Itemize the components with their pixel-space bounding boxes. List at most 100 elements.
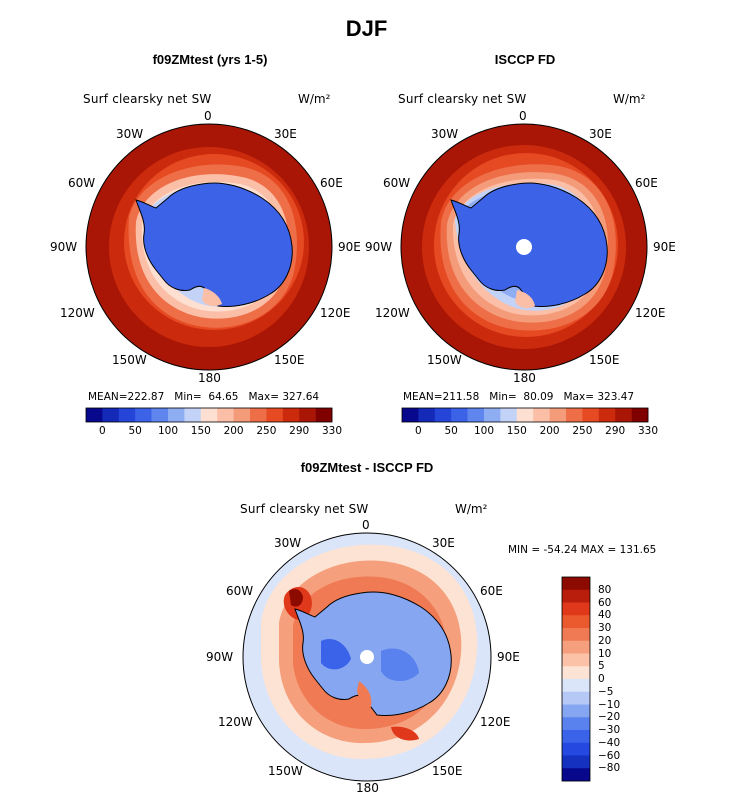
colorbar-level-label: 60: [598, 596, 612, 609]
map-border: [400, 123, 648, 371]
map-border: [85, 123, 333, 371]
lon-label-90e: 90E: [653, 240, 676, 254]
lon-label-150w: 150W: [427, 353, 462, 367]
lon-label-90e: 90E: [497, 650, 520, 664]
colorbar-level-label: 20: [598, 634, 612, 647]
colorbar-level-label: −10: [598, 698, 621, 711]
lon-label-0: 0: [362, 518, 370, 532]
colorbar-swatch: [151, 408, 169, 422]
colorbar-swatch: [582, 408, 600, 422]
colorbar-swatch: [184, 408, 202, 422]
colorbar-level-label: 30: [598, 622, 612, 634]
colorbar-tick-label: 0: [99, 425, 106, 437]
colorbar-level-label: −20: [598, 711, 621, 724]
lon-label-180: 180: [198, 371, 221, 385]
colorbar-obs: [401, 407, 649, 423]
colorbar-tick-label: 250: [256, 425, 277, 437]
lon-label-90w: 90W: [365, 240, 393, 254]
panel-title-model: f09ZMtest (yrs 1-5): [152, 52, 268, 67]
units-label-obs: W/m²: [613, 92, 646, 106]
lon-label-120w: 120W: [375, 306, 410, 320]
colorbar-swatch: [562, 717, 590, 731]
colorbar-swatch: [562, 691, 590, 705]
lon-label-30w: 30W: [274, 536, 302, 550]
colorbar-swatch: [562, 704, 590, 718]
colorbar-swatch: [598, 408, 616, 422]
ross-sea-anomaly: [202, 288, 222, 307]
panel-title-obs: ISCCP FD: [494, 52, 556, 67]
colorbar-swatch: [562, 628, 590, 642]
colorbar-level-label: 10: [598, 647, 612, 660]
lon-label-30w: 30W: [116, 127, 144, 141]
colorbar-ticks-obs: 0 50 100 150 200 250 290 330: [402, 425, 658, 441]
units-label-model: W/m²: [298, 92, 331, 106]
colorbar-tick-label: 150: [190, 425, 211, 437]
lon-label-60w: 60W: [383, 176, 411, 190]
colorbar-swatch: [562, 768, 590, 782]
main-title: DJF: [345, 16, 388, 41]
lon-label-60e: 60E: [635, 176, 658, 190]
units-label-diff: W/m²: [455, 502, 488, 516]
colorbar-swatch: [562, 640, 590, 654]
stats-obs: MEAN=211.58 Min= 80.09 Max= 323.47: [403, 391, 635, 403]
lon-label-30e: 30E: [274, 127, 297, 141]
diff-blue-patch: [321, 639, 351, 670]
pole-hole: [360, 650, 374, 664]
lon-label-30e: 30E: [589, 127, 612, 141]
colorbar-tick-label: 150: [506, 425, 527, 437]
variable-label-obs: Surf clearsky net SW: [398, 92, 527, 106]
lon-label-60w: 60W: [68, 176, 96, 190]
lon-label-120w: 120W: [218, 715, 253, 729]
colorbar-level-label: 80: [598, 583, 612, 596]
colorbar-level-label: −5: [598, 685, 614, 698]
lon-label-150e: 150E: [589, 353, 620, 367]
lon-label-30e: 30E: [432, 536, 455, 550]
colorbar-swatch: [562, 589, 590, 603]
colorbar-tick-label: 330: [321, 425, 343, 437]
colorbar-swatch: [562, 615, 590, 629]
lon-label-60e: 60E: [480, 584, 503, 598]
minmax-diff: MIN = -54.24 MAX = 131.65: [508, 544, 657, 556]
colorbar-swatch: [562, 666, 590, 680]
colorbar-swatch: [102, 408, 120, 422]
colorbar-level-label: 5: [598, 660, 605, 673]
diff-red-patch: [391, 726, 419, 741]
colorbar-swatch: [562, 602, 590, 616]
polar-map-diff: [242, 532, 492, 782]
diff-darkred-patch: [289, 589, 303, 607]
lon-label-90w: 90W: [50, 240, 78, 254]
stats-model: MEAN=222.87 Min= 64.65 Max= 327.64: [88, 391, 320, 403]
colorbar-swatch: [562, 679, 590, 693]
colorbar-frame: [561, 576, 591, 782]
colorbar-swatch: [266, 408, 284, 422]
colorbar-swatch: [168, 408, 185, 422]
colorbar-level-label: −40: [598, 736, 621, 749]
colorbar-swatch: [200, 408, 218, 422]
map-border: [242, 532, 492, 782]
colorbar-tick-label: 290: [289, 425, 310, 437]
lon-label-90w: 90W: [206, 650, 234, 664]
colorbar-swatch: [562, 730, 590, 744]
colorbar-swatch: [299, 408, 316, 422]
polar-map-obs: [400, 123, 648, 371]
colorbar-swatch: [500, 408, 518, 422]
colorbar-tick-label: 290: [605, 425, 626, 437]
diff-blue-patch: [381, 648, 419, 682]
colorbar-swatch: [533, 408, 550, 422]
colorbar-swatch: [315, 408, 333, 422]
lon-label-0: 0: [519, 109, 527, 123]
colorbar-tick-label: 200: [539, 425, 560, 437]
colorbar-swatch: [86, 408, 103, 422]
lon-label-30w: 30W: [431, 127, 459, 141]
diff-ross-red: [357, 681, 372, 708]
lon-label-150w: 150W: [268, 764, 303, 778]
colorbar-swatch: [282, 408, 300, 422]
colorbar-tick-label: 100: [157, 425, 179, 437]
colorbar-swatch: [516, 408, 534, 422]
colorbar-swatch: [562, 653, 590, 667]
lon-label-150e: 150E: [274, 353, 305, 367]
colorbar-tick-label: 0: [415, 425, 422, 437]
colorbar-swatch: [631, 408, 649, 422]
colorbar-level-label: −30: [598, 724, 621, 736]
colorbar-swatch: [484, 408, 501, 422]
